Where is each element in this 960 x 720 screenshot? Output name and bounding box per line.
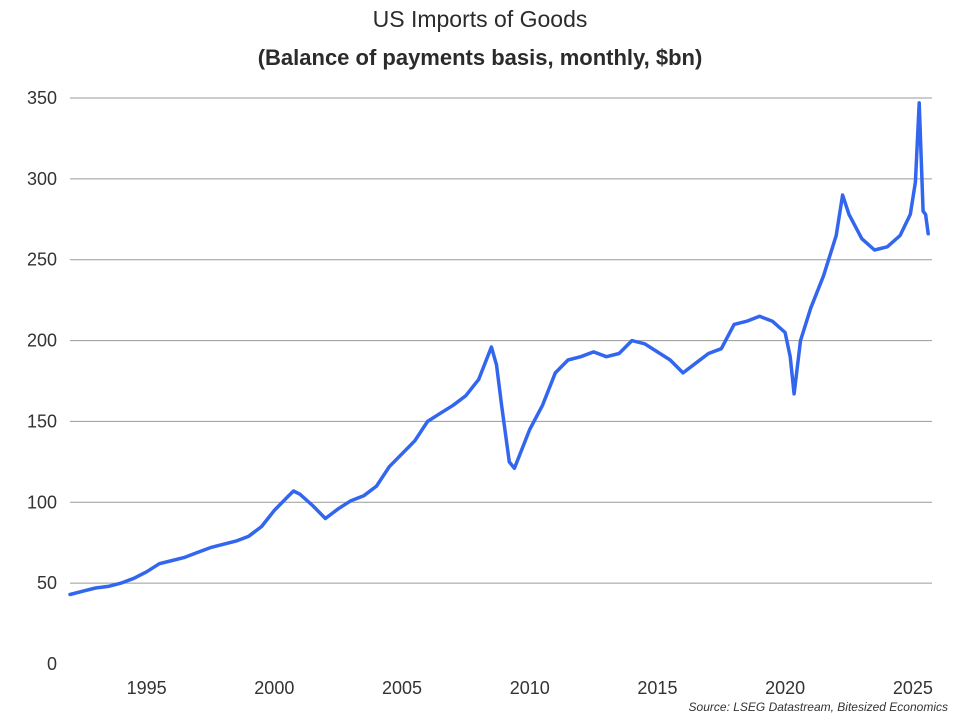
chart-subtitle: (Balance of payments basis, monthly, $bn…	[257, 45, 703, 70]
gridlines	[70, 97, 932, 584]
x-tick-label: 2010	[510, 678, 550, 698]
y-tick-label: 250	[27, 250, 57, 270]
series-line-0	[68, 101, 930, 597]
y-tick-labels: 0 50 100 150 200 250 300 350	[27, 88, 57, 674]
x-tick-label: 2000	[254, 678, 294, 698]
x-tick-label: 2025	[893, 678, 933, 698]
x-tick-label: 2015	[637, 678, 677, 698]
series-layer	[68, 101, 930, 597]
chart-title: US Imports of Goods	[372, 6, 588, 32]
x-tick-label: 2020	[765, 678, 805, 698]
y-tick-label: 200	[27, 331, 57, 351]
x-tick-labels: 1995 2000 2005 2010 2015 2020 2025	[127, 678, 933, 698]
y-tick-label: 350	[27, 88, 57, 108]
y-tick-label: 100	[27, 492, 57, 512]
y-tick-label: 300	[27, 169, 57, 189]
x-tick-label: 1995	[127, 678, 167, 698]
y-tick-label: 0	[47, 654, 57, 674]
y-tick-label: 50	[37, 573, 57, 593]
y-tick-label: 150	[27, 411, 57, 431]
source-note: Source: LSEG Datastream, Bitesized Econo…	[688, 700, 948, 714]
x-tick-label: 2005	[382, 678, 422, 698]
